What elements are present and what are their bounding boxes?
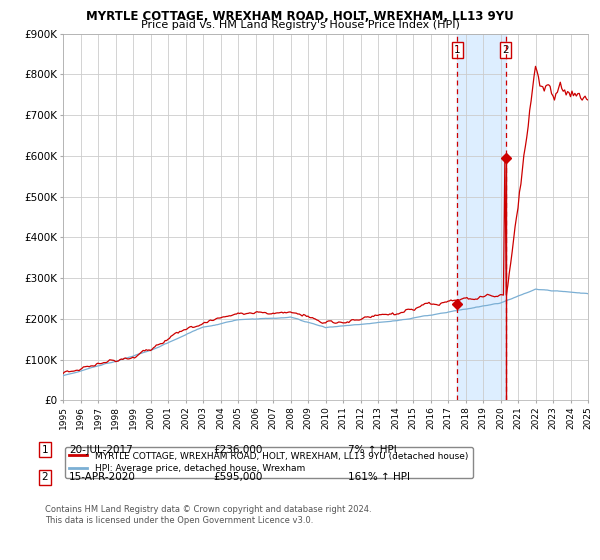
Text: 1: 1	[41, 445, 49, 455]
Text: 161% ↑ HPI: 161% ↑ HPI	[348, 472, 410, 482]
Text: Contains HM Land Registry data © Crown copyright and database right 2024.
This d: Contains HM Land Registry data © Crown c…	[45, 505, 371, 525]
Legend: MYRTLE COTTAGE, WREXHAM ROAD, HOLT, WREXHAM, LL13 9YU (detached house), HPI: Ave: MYRTLE COTTAGE, WREXHAM ROAD, HOLT, WREX…	[65, 447, 473, 478]
Text: £236,000: £236,000	[213, 445, 262, 455]
Bar	[457, 34, 506, 400]
Text: 2: 2	[41, 472, 49, 482]
Text: 20-JUL-2017: 20-JUL-2017	[69, 445, 133, 455]
Text: MYRTLE COTTAGE, WREXHAM ROAD, HOLT, WREXHAM, LL13 9YU: MYRTLE COTTAGE, WREXHAM ROAD, HOLT, WREX…	[86, 10, 514, 23]
Text: 2: 2	[502, 45, 509, 55]
Text: 15-APR-2020: 15-APR-2020	[69, 472, 136, 482]
Text: Price paid vs. HM Land Registry's House Price Index (HPI): Price paid vs. HM Land Registry's House …	[140, 20, 460, 30]
Text: 7% ↑ HPI: 7% ↑ HPI	[348, 445, 397, 455]
Text: 1: 1	[454, 45, 461, 55]
Text: £595,000: £595,000	[213, 472, 262, 482]
